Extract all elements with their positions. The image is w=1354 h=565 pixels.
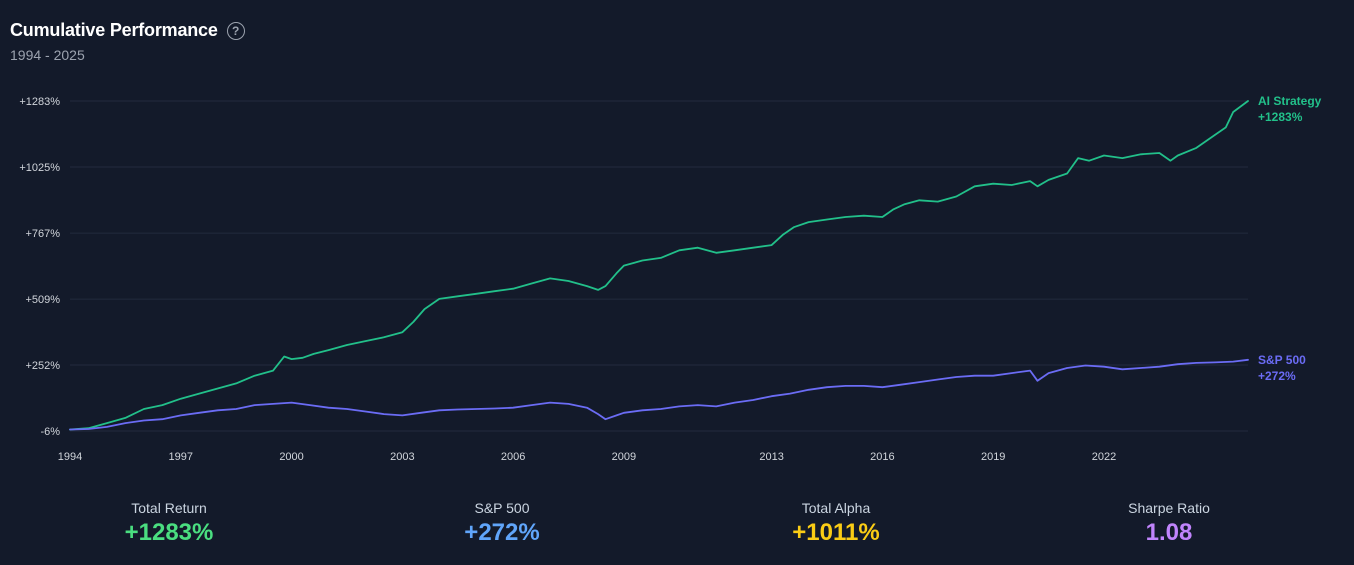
date-range-subtitle: 1994 - 2025 [10,47,85,63]
performance-chart: +1283% +1025% +767% +509% +252% -6% 1994 1997 20… [19,94,1322,463]
x-tick-label: 1997 [169,451,193,463]
stat-label: Sharpe Ratio [1128,500,1210,516]
stat-label: Total Return [131,500,207,516]
page-title: Cumulative Performance [10,20,218,40]
x-tick-label: 2000 [279,451,303,463]
x-tick-label: 2006 [501,451,525,463]
stat-label: Total Alpha [801,500,871,516]
title-row: Cumulative Performance ? [10,20,245,41]
y-tick-label: +1025% [19,162,60,174]
x-tick-label: 2019 [981,451,1005,463]
x-tick-label: 2003 [390,451,414,463]
stat-label: S&P 500 [474,500,530,516]
x-tick-label: 2016 [870,451,894,463]
series-end-name: AI Strategy [1258,94,1322,108]
x-tick-label: 2022 [1092,451,1116,463]
chart-header: Cumulative Performance ? 1994 - 2025 [10,20,245,63]
series-end-value: +272% [1258,369,1296,383]
y-tick-label: +767% [25,228,60,240]
stat-value: +1283% [124,519,214,546]
series-end-value: +1283% [1258,110,1303,124]
y-tick-label: +1283% [19,96,60,108]
x-tick-label: 1994 [58,451,82,463]
stat-value: 1.08 [1145,519,1193,546]
x-tick-label: 2009 [612,451,636,463]
stat-sp500: S&P 500 +272% [392,500,612,547]
stat-value: +272% [464,519,540,546]
series-line-ai-strategy [69,100,1249,431]
x-tick-label: 2013 [759,451,783,463]
stat-total-alpha: Total Alpha +1011% [726,500,946,547]
y-tick-label: -6% [40,426,60,438]
y-tick-label: +252% [25,360,60,372]
stats-row: Total Return +1283% S&P 500 +272% Total … [0,500,1354,560]
stat-total-return: Total Return +1283% [59,500,279,547]
stat-sharpe-ratio: Sharpe Ratio 1.08 [1059,500,1279,547]
y-tick-label: +509% [25,294,60,306]
question-circle-icon[interactable]: ? [226,21,245,40]
series-end-name: S&P 500 [1258,353,1306,367]
series-line-s-p-500 [69,358,1249,431]
stat-value: +1011% [792,519,880,546]
